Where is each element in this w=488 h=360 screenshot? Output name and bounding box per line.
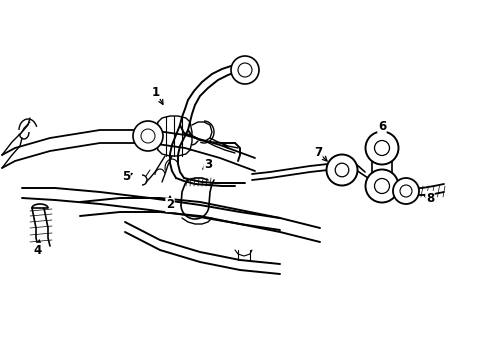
Circle shape	[365, 131, 398, 165]
Circle shape	[230, 56, 259, 84]
Circle shape	[238, 63, 251, 77]
Text: 5: 5	[122, 170, 130, 183]
Text: 4: 4	[34, 243, 42, 256]
Circle shape	[374, 179, 389, 194]
Circle shape	[334, 163, 348, 177]
Circle shape	[326, 154, 357, 185]
Circle shape	[141, 129, 155, 143]
Text: 7: 7	[313, 145, 322, 158]
Circle shape	[392, 178, 418, 204]
Text: 1: 1	[152, 85, 160, 99]
Circle shape	[374, 140, 389, 156]
Circle shape	[399, 185, 411, 197]
Text: 3: 3	[203, 158, 212, 171]
Text: 6: 6	[377, 120, 386, 132]
Circle shape	[365, 170, 398, 202]
Text: 8: 8	[425, 192, 433, 204]
Text: 2: 2	[165, 198, 174, 211]
Circle shape	[133, 121, 163, 151]
